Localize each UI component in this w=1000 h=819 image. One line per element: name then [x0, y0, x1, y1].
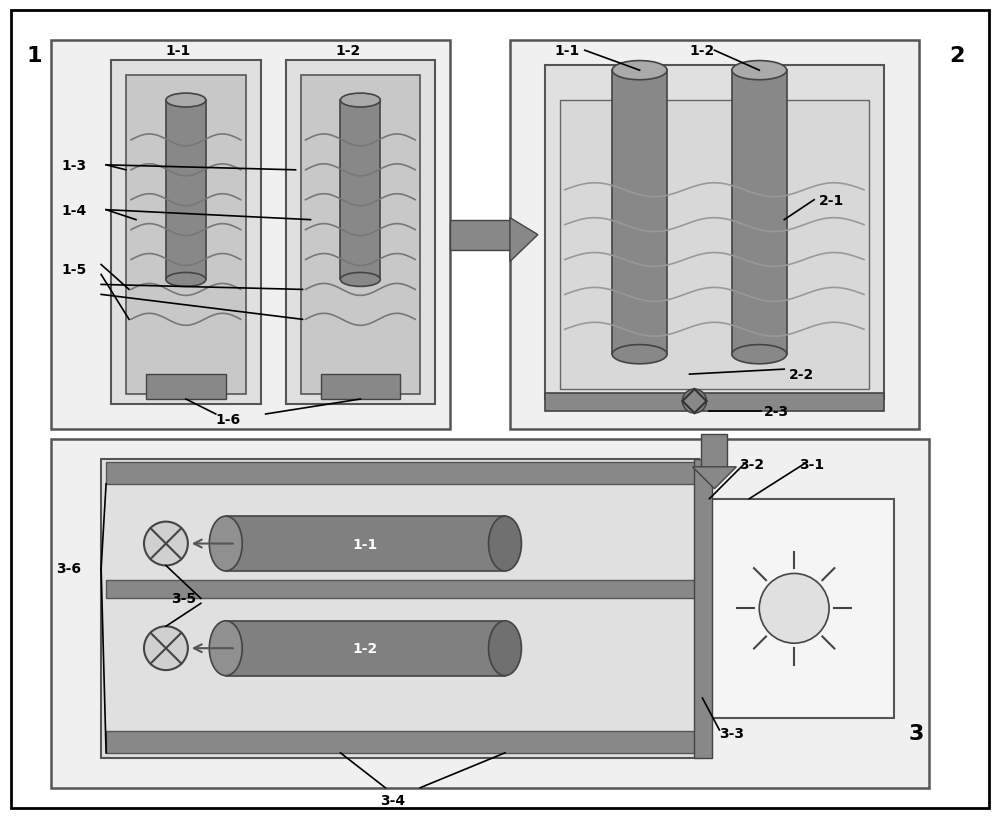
Circle shape: [144, 522, 188, 566]
Text: 2-2: 2-2: [789, 368, 814, 382]
Circle shape: [759, 574, 829, 644]
Text: 1: 1: [26, 46, 42, 66]
Ellipse shape: [166, 273, 206, 287]
Bar: [732, 71, 787, 355]
Ellipse shape: [166, 94, 206, 108]
Ellipse shape: [209, 517, 242, 571]
Text: 2-1: 2-1: [819, 193, 844, 207]
Text: 1-6: 1-6: [216, 413, 241, 427]
Text: 1-2: 1-2: [689, 44, 715, 58]
Ellipse shape: [612, 345, 667, 364]
Bar: [545, 394, 884, 411]
Text: 3-1: 3-1: [799, 457, 824, 471]
Bar: [612, 71, 667, 355]
Bar: [51, 41, 450, 429]
Text: 1-2: 1-2: [353, 641, 378, 655]
Text: 1-1: 1-1: [555, 44, 580, 58]
Bar: [450, 220, 510, 251]
Bar: [301, 76, 420, 395]
Ellipse shape: [489, 517, 521, 571]
Text: 1-5: 1-5: [61, 263, 86, 277]
Bar: [166, 101, 206, 280]
Bar: [226, 621, 505, 676]
Bar: [126, 76, 246, 395]
Text: 3-6: 3-6: [56, 562, 81, 576]
Text: 1-2: 1-2: [335, 44, 361, 58]
Bar: [226, 517, 505, 571]
Text: 1-1: 1-1: [353, 537, 378, 551]
Text: 2-3: 2-3: [764, 405, 789, 419]
Bar: [694, 459, 712, 758]
Text: 3-2: 3-2: [739, 457, 764, 471]
Text: 3-4: 3-4: [380, 793, 405, 807]
Bar: [709, 499, 894, 718]
Text: 1-3: 1-3: [61, 159, 86, 173]
Text: 1-1: 1-1: [166, 44, 191, 58]
Ellipse shape: [732, 345, 787, 364]
Bar: [321, 374, 400, 400]
Ellipse shape: [340, 273, 380, 287]
Bar: [340, 101, 380, 280]
Polygon shape: [510, 219, 538, 262]
Ellipse shape: [732, 61, 787, 80]
Bar: [701, 434, 727, 467]
Circle shape: [144, 627, 188, 670]
Bar: [51, 439, 929, 788]
Circle shape: [682, 390, 706, 414]
Bar: [111, 61, 261, 405]
Text: 1-4: 1-4: [61, 203, 86, 217]
Polygon shape: [692, 467, 736, 489]
Bar: [560, 101, 869, 390]
Text: 3: 3: [909, 723, 924, 743]
Bar: [286, 61, 435, 405]
Ellipse shape: [209, 621, 242, 676]
Text: 3-3: 3-3: [719, 726, 744, 740]
Text: 3-5: 3-5: [171, 591, 196, 605]
Bar: [101, 459, 699, 758]
Text: 2: 2: [949, 46, 964, 66]
Bar: [106, 731, 699, 753]
Bar: [545, 66, 884, 400]
Bar: [510, 41, 919, 429]
Bar: [146, 374, 226, 400]
Ellipse shape: [340, 94, 380, 108]
Ellipse shape: [489, 621, 521, 676]
Ellipse shape: [612, 61, 667, 80]
Bar: [106, 462, 699, 484]
Bar: [106, 581, 699, 599]
